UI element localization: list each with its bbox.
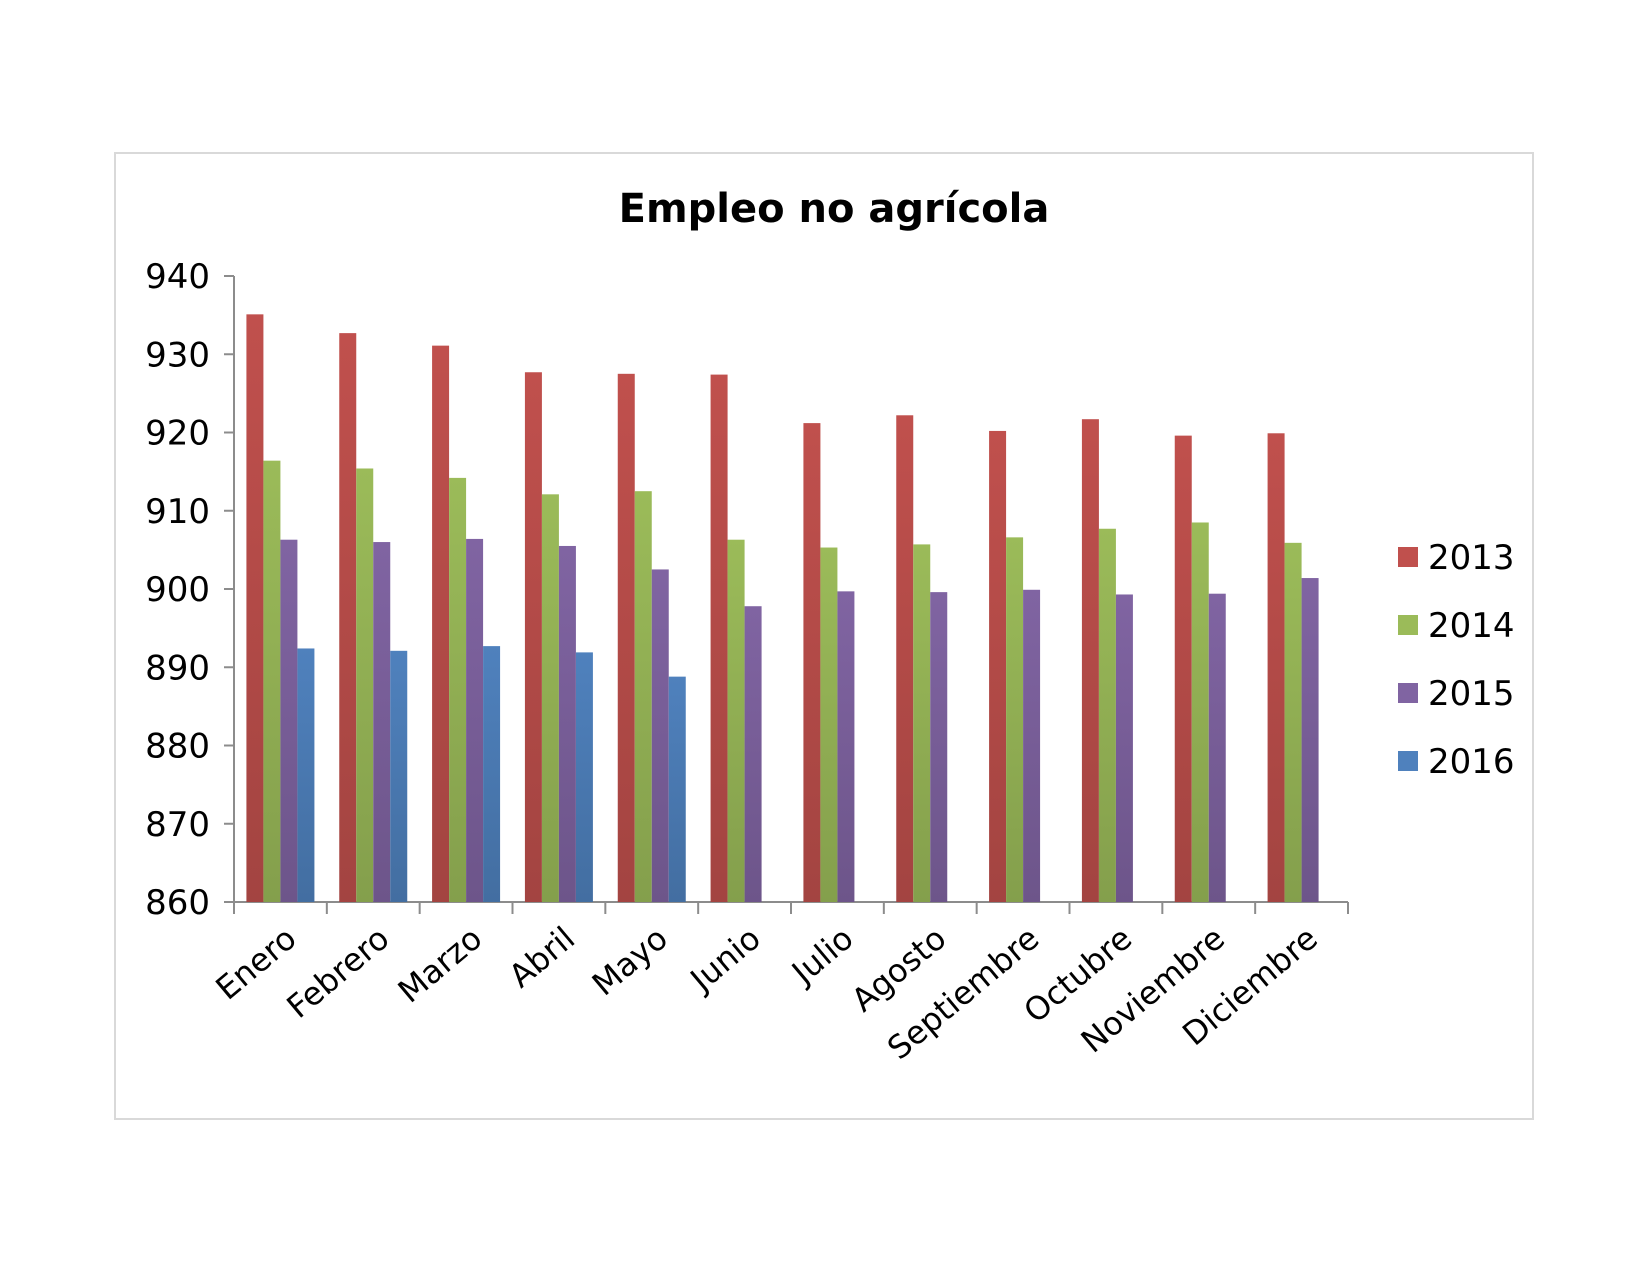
- bar-2014-junio: [727, 539, 745, 902]
- bar-2014-marzo: [449, 477, 467, 902]
- bar-2014-abril: [541, 494, 559, 902]
- bar-2014-febrero: [356, 468, 374, 902]
- bar-2016-mayo: [668, 676, 686, 902]
- x-category-label: Abril: [502, 919, 582, 995]
- bar-2014-agosto: [913, 544, 931, 902]
- legend-label-2014: 2014: [1428, 606, 1515, 646]
- legend-label-2013: 2013: [1428, 538, 1515, 578]
- legend-swatch-2014: [1398, 615, 1418, 635]
- bar-chart: Empleo no agrícola 860 870 880 890 900 910 920…: [145, 186, 1515, 1067]
- bar-2015-julio: [837, 591, 855, 902]
- x-category-label: Mayo: [585, 919, 675, 1003]
- bar-2013-abril: [524, 372, 542, 902]
- bar-2013-marzo: [432, 345, 450, 902]
- bar-2015-febrero: [373, 542, 391, 902]
- legend: 2013 2014 2015 2016: [1398, 538, 1515, 782]
- chart-title: Empleo no agrícola: [619, 186, 1050, 232]
- bar-2014-enero: [263, 460, 281, 902]
- bar-2013-octubre: [1081, 419, 1099, 902]
- bar-2013-julio: [803, 423, 821, 902]
- bar-2015-enero: [280, 539, 298, 902]
- bar-2015-abril: [558, 545, 576, 902]
- y-tick-label: 890: [145, 648, 210, 688]
- bar-2016-enero: [297, 648, 315, 902]
- x-category-label: Junio: [682, 919, 768, 1000]
- y-tick-label: 860: [145, 883, 210, 923]
- chart-frame: Empleo no agrícola 860 870 880 890 900 910 920…: [114, 152, 1534, 1120]
- bar-2015-mayo: [651, 569, 669, 902]
- bar-2015-septiembre: [1023, 589, 1041, 902]
- legend-label-2015: 2015: [1428, 674, 1515, 714]
- y-tick-label: 900: [145, 570, 210, 610]
- legend-swatch-2013: [1398, 547, 1418, 567]
- bar-2015-junio: [744, 606, 762, 902]
- y-tick-label: 930: [145, 335, 210, 375]
- y-axis: 860 870 880 890 900 910 920 930 940: [145, 257, 235, 923]
- bars: [246, 314, 1319, 903]
- bar-2015-marzo: [466, 538, 484, 902]
- bar-2014-julio: [820, 547, 838, 902]
- bar-2015-octubre: [1115, 594, 1133, 902]
- legend-swatch-2016: [1398, 751, 1418, 771]
- bar-2014-noviembre: [1191, 522, 1209, 902]
- bar-2013-septiembre: [989, 430, 1007, 902]
- bar-2014-diciembre: [1284, 542, 1302, 902]
- bar-2015-diciembre: [1301, 578, 1319, 902]
- bar-2013-diciembre: [1267, 433, 1285, 902]
- bar-2014-mayo: [634, 491, 652, 902]
- bar-2016-abril: [575, 652, 593, 902]
- x-category-label: Julio: [783, 919, 860, 993]
- bar-2014-septiembre: [1006, 537, 1024, 902]
- legend-swatch-2015: [1398, 683, 1418, 703]
- bar-2013-junio: [710, 374, 728, 903]
- x-category-label: Marzo: [391, 919, 490, 1010]
- bar-2013-agosto: [896, 415, 914, 902]
- bar-2016-marzo: [483, 646, 501, 902]
- bar-2013-enero: [246, 314, 264, 902]
- legend-label-2016: 2016: [1428, 742, 1515, 782]
- bar-2015-agosto: [930, 592, 948, 902]
- bar-2013-febrero: [339, 333, 357, 902]
- y-tick-label: 880: [145, 727, 210, 767]
- y-tick-label: 870: [145, 805, 210, 845]
- y-tick-label: 920: [145, 414, 210, 454]
- bar-2013-noviembre: [1174, 435, 1192, 902]
- bar-2016-febrero: [390, 650, 408, 902]
- y-tick-label: 940: [145, 257, 210, 297]
- bar-2015-noviembre: [1208, 593, 1226, 902]
- bar-2014-octubre: [1098, 528, 1116, 902]
- y-tick-label: 910: [145, 492, 210, 532]
- x-category-label: Febrero: [279, 919, 396, 1026]
- bar-2013-mayo: [617, 373, 635, 902]
